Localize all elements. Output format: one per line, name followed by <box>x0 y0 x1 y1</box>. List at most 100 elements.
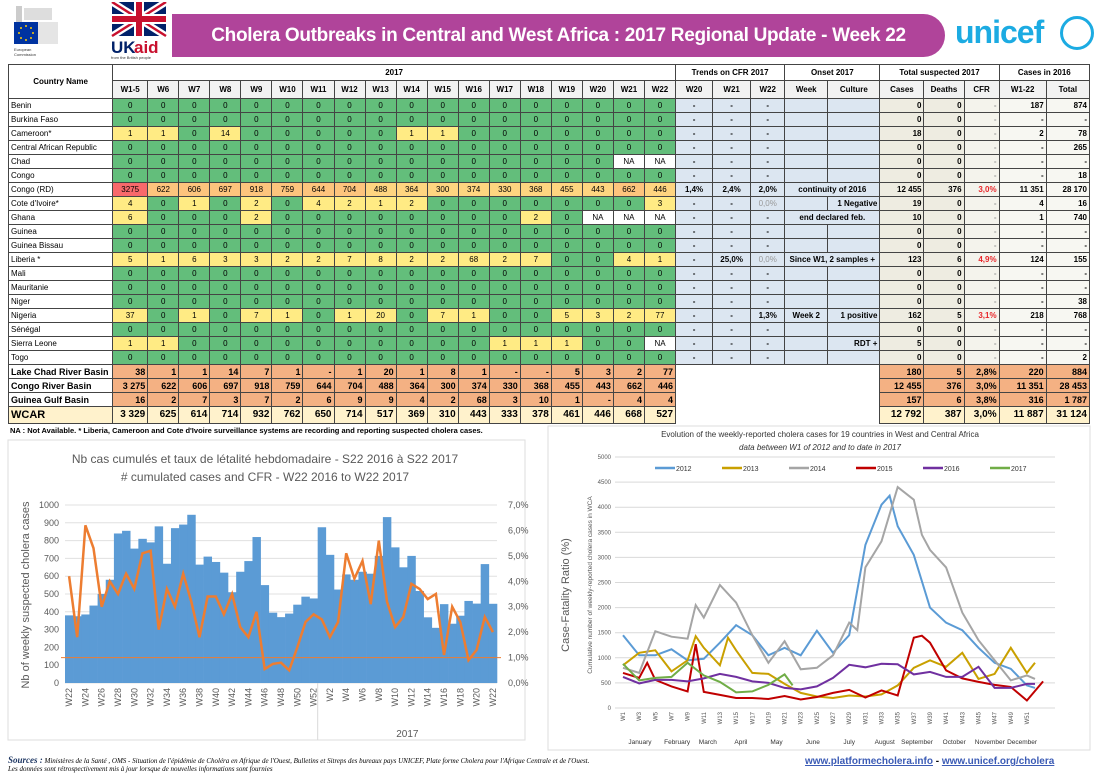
x-tick-label: W36 <box>178 688 188 707</box>
onset-week <box>784 294 829 309</box>
weekly-cases-cell: 488 <box>364 378 397 393</box>
table-row: Chad 0 0 0 0 0 0 0 0 0 0 0 0 0 0 0 0 NA NA - - -0 0- - - <box>7 154 1091 169</box>
row-name: Congo River Basin <box>7 378 114 393</box>
x-tick-label: W6 <box>358 688 368 702</box>
onset-week <box>784 224 829 239</box>
table-row: Mali 0 0 0 0 0 0 0 0 0 0 0 0 0 0 0 0 0 0- - -0 0- - - <box>7 266 1091 281</box>
col-header-country: Country Name <box>7 64 114 99</box>
weekly-cases-cell: 1 <box>178 196 211 211</box>
onset-culture <box>827 350 881 365</box>
bar-weekly-cases <box>122 530 131 683</box>
weekly-cases-cell: 2 <box>240 210 273 225</box>
y-tick-label: 1000 <box>39 500 59 510</box>
weekly-cases-cell: 3 <box>581 364 614 379</box>
weekly-cases-cell: 0 <box>364 140 397 155</box>
weekly-cases-cell: 7 <box>519 252 552 267</box>
weekly-cases-cell: 0 <box>457 238 490 253</box>
weekly-cases-cell: 0 <box>364 336 397 351</box>
weekly-cases-cell: 0 <box>302 140 335 155</box>
col-header-week: W10 <box>271 80 304 99</box>
weekly-cases-cell: NA <box>643 154 677 169</box>
table-row: Mauritanie 0 0 0 0 0 0 0 0 0 0 0 0 0 0 0 0 0 0- - -0 0- - - <box>7 280 1091 295</box>
weekly-cases-cell: 1 <box>178 364 211 379</box>
svg-text:UK: UK <box>111 38 136 57</box>
bar-weekly-cases <box>285 613 294 683</box>
weekly-cases-cell: 0 <box>178 98 211 113</box>
weekly-cases-cell: 759 <box>271 378 304 393</box>
bar-weekly-cases <box>276 617 286 683</box>
weekly-cases-cell: 0 <box>488 140 521 155</box>
col-header-week: W9 <box>240 80 273 99</box>
platformecholera-link[interactable]: www.platformecholera.info <box>805 756 933 767</box>
weekly-cases-cell: 0 <box>457 294 490 309</box>
weekly-cases-cell: 2 <box>333 196 366 211</box>
bar-weekly-cases <box>65 615 74 683</box>
cfr-trend-cell: - <box>675 168 714 183</box>
weekly-cases-cell: 0 <box>209 266 242 281</box>
weekly-cases-cell: 668 <box>612 406 645 424</box>
total-cfr: - <box>963 294 1000 309</box>
weekly-cases-cell: 0 <box>302 168 335 183</box>
weekly-cases-cell: 0 <box>271 210 304 225</box>
bar-weekly-cases <box>260 585 270 683</box>
bar-weekly-cases <box>431 627 441 683</box>
y-tick-label: 200 <box>44 642 59 652</box>
x-tick-label: W17 <box>750 711 756 724</box>
country-name: Sierra Leone <box>7 336 114 351</box>
weekly-cases-cell: 300 <box>426 378 459 393</box>
bar-weekly-cases <box>211 561 221 683</box>
bar-weekly-cases <box>162 563 172 683</box>
weekly-cases-cell: 0 <box>240 280 273 295</box>
total-cfr: 3,0% <box>963 182 1000 197</box>
weekly-cases-cell: 68 <box>457 252 490 267</box>
weekly-cases-cell: 0 <box>333 98 366 113</box>
bar-weekly-cases <box>89 605 98 683</box>
weekly-cases-cell: 0 <box>426 336 459 351</box>
weekly-cases-cell: 2 <box>426 252 459 267</box>
bar-weekly-cases <box>203 556 213 683</box>
bar-weekly-cases <box>146 542 155 683</box>
weekly-cases-cell: 0 <box>643 126 677 141</box>
weekly-cases-cell: 364 <box>395 378 428 393</box>
weekly-cases-cell: 0 <box>488 294 521 309</box>
country-name: Niger <box>7 294 114 309</box>
month-label: August <box>875 739 895 746</box>
month-label: July <box>843 739 855 746</box>
chart1-subtitle: # cumulated cases and CFR - W22 2016 to … <box>121 470 409 484</box>
total-cases: 0 <box>879 322 925 337</box>
weekly-cases-cell: 0 <box>112 168 149 183</box>
weekly-cases-cell: 0 <box>271 336 304 351</box>
x-tick-label: W8 <box>374 688 384 702</box>
weekly-cases-cell: 0 <box>488 238 521 253</box>
unicef-cholera-link[interactable]: www.unicef.org/cholera <box>941 756 1055 767</box>
weekly-cases-cell: 0 <box>112 224 149 239</box>
bar-weekly-cases <box>350 579 359 683</box>
cfr-trend-cell: - <box>750 168 786 183</box>
weekly-cases-cell: 0 <box>519 196 552 211</box>
weekly-cases-cell: 0 <box>178 112 211 127</box>
weekly-cases-cell: 0 <box>581 98 614 113</box>
weekly-cases-cell: 0 <box>209 98 242 113</box>
weekly-cases-cell: - <box>488 364 521 379</box>
y-axis-label: Cumulative number of weekly-reported cho… <box>587 496 594 674</box>
y-axis-label: Nb of weekly suspected cholera cases <box>20 501 32 689</box>
weekly-cases-cell: 0 <box>519 322 552 337</box>
weekly-cases-cell: 517 <box>364 406 397 424</box>
bar-weekly-cases <box>309 598 318 683</box>
weekly-cases-cell: 0 <box>364 210 397 225</box>
legend-label: 2015 <box>877 466 893 473</box>
weekly-cases-cell: 0 <box>643 238 677 253</box>
weekly-cases-cell: 0 <box>519 112 552 127</box>
col-header-2016: Total <box>1045 80 1091 99</box>
weekly-cases-cell: 0 <box>333 140 366 155</box>
weekly-cases-cell: 0 <box>488 112 521 127</box>
weekly-cases-cell: 0 <box>426 140 459 155</box>
weekly-cases-cell: 0 <box>581 238 614 253</box>
weekly-cases-cell: 7 <box>333 252 366 267</box>
cases-2016-total: 155 <box>1045 252 1091 267</box>
legend-label: 2016 <box>944 466 960 473</box>
y-tick-label: 800 <box>44 536 59 546</box>
weekly-cases-cell: 614 <box>178 406 211 424</box>
weekly-cases-cell: 0 <box>457 266 490 281</box>
onset-note: Since W1, 2 samples + <box>784 252 881 267</box>
